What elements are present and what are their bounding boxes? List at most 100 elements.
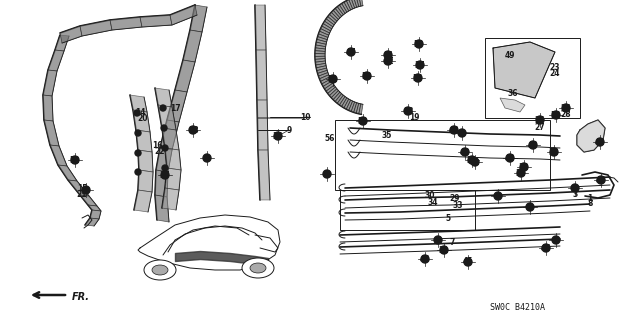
Circle shape [506, 154, 514, 162]
Bar [340, 190, 475, 230]
Text: 56: 56 [325, 133, 335, 142]
Text: 48: 48 [449, 125, 460, 134]
Polygon shape [43, 70, 57, 96]
Polygon shape [183, 30, 202, 62]
Circle shape [529, 141, 537, 149]
Text: SW0C B4210A: SW0C B4210A [490, 303, 545, 313]
Polygon shape [138, 150, 153, 172]
Text: 26: 26 [561, 103, 572, 113]
Polygon shape [55, 35, 69, 51]
Text: 40: 40 [460, 148, 470, 156]
Text: 20: 20 [138, 114, 148, 123]
Text: 23: 23 [550, 62, 560, 71]
Polygon shape [349, 101, 355, 111]
Polygon shape [319, 28, 330, 35]
Polygon shape [333, 9, 342, 18]
Polygon shape [165, 168, 181, 190]
Polygon shape [346, 0, 353, 10]
Text: 39: 39 [467, 156, 477, 164]
Polygon shape [315, 48, 325, 52]
Text: 14: 14 [135, 108, 145, 116]
Circle shape [562, 104, 570, 112]
Polygon shape [317, 34, 328, 40]
Circle shape [468, 156, 476, 164]
Circle shape [363, 72, 371, 80]
Polygon shape [138, 170, 153, 192]
Text: 51: 51 [328, 75, 338, 84]
Ellipse shape [144, 260, 176, 280]
Text: 15: 15 [77, 183, 87, 193]
Polygon shape [167, 90, 187, 122]
Ellipse shape [242, 258, 274, 278]
Polygon shape [351, 0, 356, 8]
Text: 25: 25 [535, 116, 545, 124]
Text: 49: 49 [505, 51, 515, 60]
Text: 37: 37 [160, 171, 170, 180]
Polygon shape [344, 99, 351, 109]
Circle shape [134, 110, 140, 116]
Polygon shape [160, 120, 179, 150]
Polygon shape [342, 98, 349, 108]
Circle shape [471, 158, 479, 166]
Circle shape [323, 170, 331, 178]
Polygon shape [354, 103, 359, 113]
Polygon shape [356, 103, 361, 114]
Polygon shape [493, 42, 555, 98]
Polygon shape [324, 83, 334, 91]
Text: 32: 32 [519, 163, 529, 172]
Circle shape [552, 111, 560, 119]
Polygon shape [316, 45, 326, 49]
Polygon shape [337, 95, 345, 105]
Polygon shape [339, 4, 347, 13]
Circle shape [461, 148, 469, 156]
Polygon shape [316, 42, 326, 47]
Polygon shape [319, 75, 330, 81]
Text: 4: 4 [495, 191, 500, 201]
Bar [485, 38, 580, 118]
Circle shape [189, 126, 197, 134]
Polygon shape [326, 85, 335, 93]
Polygon shape [155, 195, 169, 222]
Text: 50: 50 [358, 116, 368, 125]
Polygon shape [162, 188, 179, 210]
Text: 3: 3 [572, 189, 578, 198]
Polygon shape [190, 5, 207, 32]
Polygon shape [44, 120, 59, 146]
Text: 18: 18 [188, 125, 198, 134]
Text: 6: 6 [324, 170, 330, 179]
Text: 38: 38 [548, 148, 559, 156]
Polygon shape [256, 50, 267, 100]
Polygon shape [316, 61, 326, 65]
Polygon shape [500, 98, 525, 112]
Polygon shape [330, 89, 339, 98]
Text: 47: 47 [346, 47, 356, 57]
Circle shape [161, 171, 169, 179]
Text: 35: 35 [273, 132, 283, 140]
Circle shape [274, 132, 282, 140]
Polygon shape [322, 24, 332, 31]
Polygon shape [134, 190, 152, 212]
Circle shape [517, 169, 525, 177]
Ellipse shape [152, 265, 168, 275]
Text: 6: 6 [435, 236, 440, 244]
Circle shape [415, 40, 423, 48]
Polygon shape [130, 95, 147, 112]
Circle shape [494, 192, 502, 200]
Polygon shape [80, 20, 112, 36]
Polygon shape [50, 145, 67, 166]
Polygon shape [258, 150, 270, 200]
Polygon shape [90, 210, 101, 219]
Circle shape [135, 169, 141, 175]
Text: 11: 11 [383, 51, 393, 60]
Circle shape [414, 74, 422, 82]
Polygon shape [330, 12, 339, 21]
Circle shape [135, 130, 141, 136]
Polygon shape [319, 31, 329, 37]
Circle shape [440, 246, 448, 254]
Polygon shape [346, 100, 353, 110]
Circle shape [552, 236, 560, 244]
Circle shape [329, 75, 337, 83]
Polygon shape [317, 36, 327, 42]
Text: 17: 17 [170, 103, 180, 113]
Circle shape [434, 236, 442, 244]
